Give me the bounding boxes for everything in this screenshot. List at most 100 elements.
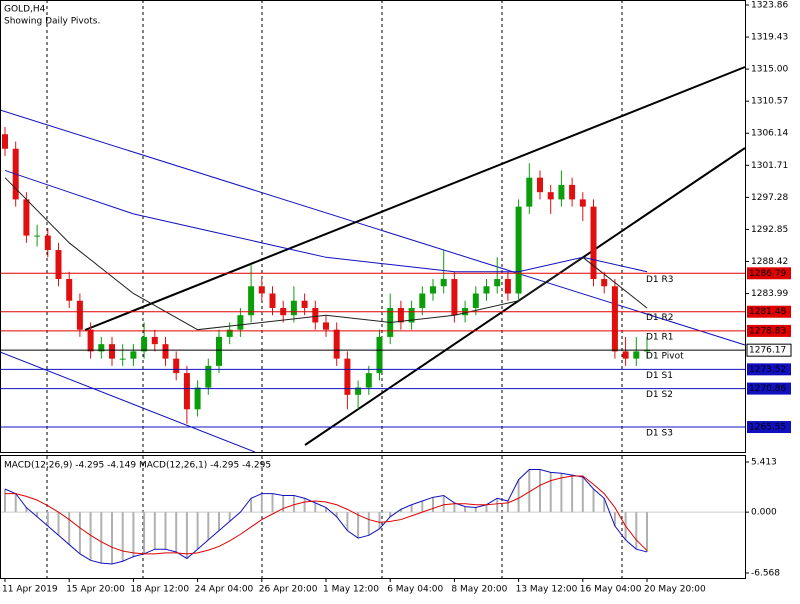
x-tick-label: 26 Apr 20:00 — [259, 585, 318, 595]
pivot-label: D1 S3 — [646, 429, 673, 439]
candle-body — [611, 286, 618, 352]
candle-body — [216, 336, 222, 366]
candle-body — [23, 199, 30, 236]
price-label-box — [747, 363, 791, 376]
moving-average — [4, 169, 648, 273]
candle-body — [355, 387, 362, 395]
candle-body — [633, 351, 640, 359]
y-tick-label: 1306.14 — [751, 129, 788, 139]
candle-body — [547, 192, 554, 200]
pivot-label: D1 R1 — [646, 332, 674, 342]
signal-line — [5, 475, 648, 555]
candle-body — [173, 358, 180, 374]
candle-body — [34, 235, 41, 237]
candle-body — [590, 206, 597, 280]
price-label: 1273.52 — [749, 365, 786, 375]
candle-body — [494, 279, 501, 287]
price-label: 1270.86 — [749, 384, 786, 394]
price-label: 1265.55 — [749, 423, 786, 433]
candle-body — [419, 293, 426, 308]
candle-body — [141, 336, 148, 352]
y-tick-label: 0.000 — [751, 508, 777, 518]
pivot-label: D1 R3 — [646, 275, 674, 285]
y-tick-label: -6.568 — [751, 568, 780, 578]
price-label-box — [747, 421, 791, 434]
candle-body — [483, 286, 490, 294]
candle-body — [472, 293, 479, 308]
x-tick-label: 15 Apr 20:00 — [66, 585, 125, 595]
price-label-box — [746, 343, 792, 357]
x-tick-label: 6 May 04:00 — [387, 585, 443, 595]
candle-body — [397, 307, 404, 323]
price-label-box — [747, 267, 791, 280]
candle-body — [109, 344, 115, 359]
x-tick-label: 24 Apr 04:00 — [195, 585, 254, 595]
candle-body — [558, 184, 565, 200]
y-tick-label: 1283.99 — [751, 289, 788, 299]
candle-body — [579, 199, 586, 207]
price-label: 1276.17 — [749, 346, 786, 356]
moving-average — [4, 177, 648, 331]
y-tick-label: 1301.71 — [751, 161, 788, 171]
candle-body — [323, 322, 329, 330]
candle-body — [622, 351, 629, 359]
y-tick-label: 1319.43 — [751, 33, 788, 43]
price-label-box — [747, 324, 791, 337]
candle-body — [248, 286, 255, 316]
y-tick-label: 1297.28 — [751, 193, 788, 203]
candle-body — [515, 206, 522, 294]
y-tick-label: 1292.85 — [751, 225, 788, 235]
macd-title: MACD(12,26,9) -4.295 -4.149 MACD(12,26,1… — [4, 461, 271, 471]
y-tick-label: 5.413 — [751, 458, 777, 468]
candle-body — [87, 329, 94, 352]
candle-body — [344, 358, 351, 395]
macd-line — [4, 469, 648, 565]
x-tick-label: 11 Apr 2019 — [2, 585, 58, 595]
candle-body — [162, 344, 169, 359]
candle-body — [44, 235, 51, 251]
symbol-title: GOLD,H4 — [4, 5, 46, 15]
candle-body — [76, 300, 83, 330]
candle-body — [194, 387, 201, 410]
candle-body — [66, 279, 73, 301]
y-tick-label: 1315.00 — [751, 65, 788, 75]
y-tick-label: 1288.42 — [751, 257, 788, 267]
candle-body — [205, 365, 212, 388]
x-tick-label: 16 May 04:00 — [580, 585, 642, 595]
candle-body — [451, 279, 458, 316]
x-tick-label: 1 May 12:00 — [323, 585, 379, 595]
candle-body — [237, 315, 244, 330]
candle-body — [408, 307, 415, 323]
candle-body — [226, 329, 233, 337]
candle-body — [269, 293, 276, 308]
candle-body — [365, 373, 372, 388]
candle-body — [183, 373, 190, 410]
candle-body — [119, 358, 126, 360]
macd-panel-frame — [0, 455, 746, 579]
x-tick-label: 13 May 12:00 — [516, 585, 578, 595]
price-label: 1278.83 — [749, 326, 786, 336]
price-label: 1286.79 — [749, 269, 786, 279]
candle-body — [98, 344, 105, 352]
candle-body — [504, 279, 511, 294]
price-label-box — [747, 305, 791, 318]
candle-body — [258, 286, 265, 294]
pivot-label: D1 S1 — [646, 371, 673, 381]
candle-body — [130, 351, 137, 359]
candle-body — [2, 134, 8, 149]
candle-body — [644, 350, 650, 352]
candle-body — [440, 279, 447, 287]
price-label-box — [747, 382, 791, 395]
candle-body — [333, 329, 340, 359]
x-tick-label: 20 May 20:00 — [644, 585, 706, 595]
pivot-label: D1 R2 — [646, 313, 674, 323]
candle-body — [151, 336, 158, 345]
candle-body — [526, 177, 533, 207]
candle-body — [301, 300, 308, 308]
candle-body — [376, 336, 383, 374]
plot-layer: D1 R3 D1 R2 D1 R1 D1 Pivot D1 S1 D1 S2 D1 S3 — [0, 127, 745, 565]
pivot-label: D1 S2 — [646, 390, 673, 400]
